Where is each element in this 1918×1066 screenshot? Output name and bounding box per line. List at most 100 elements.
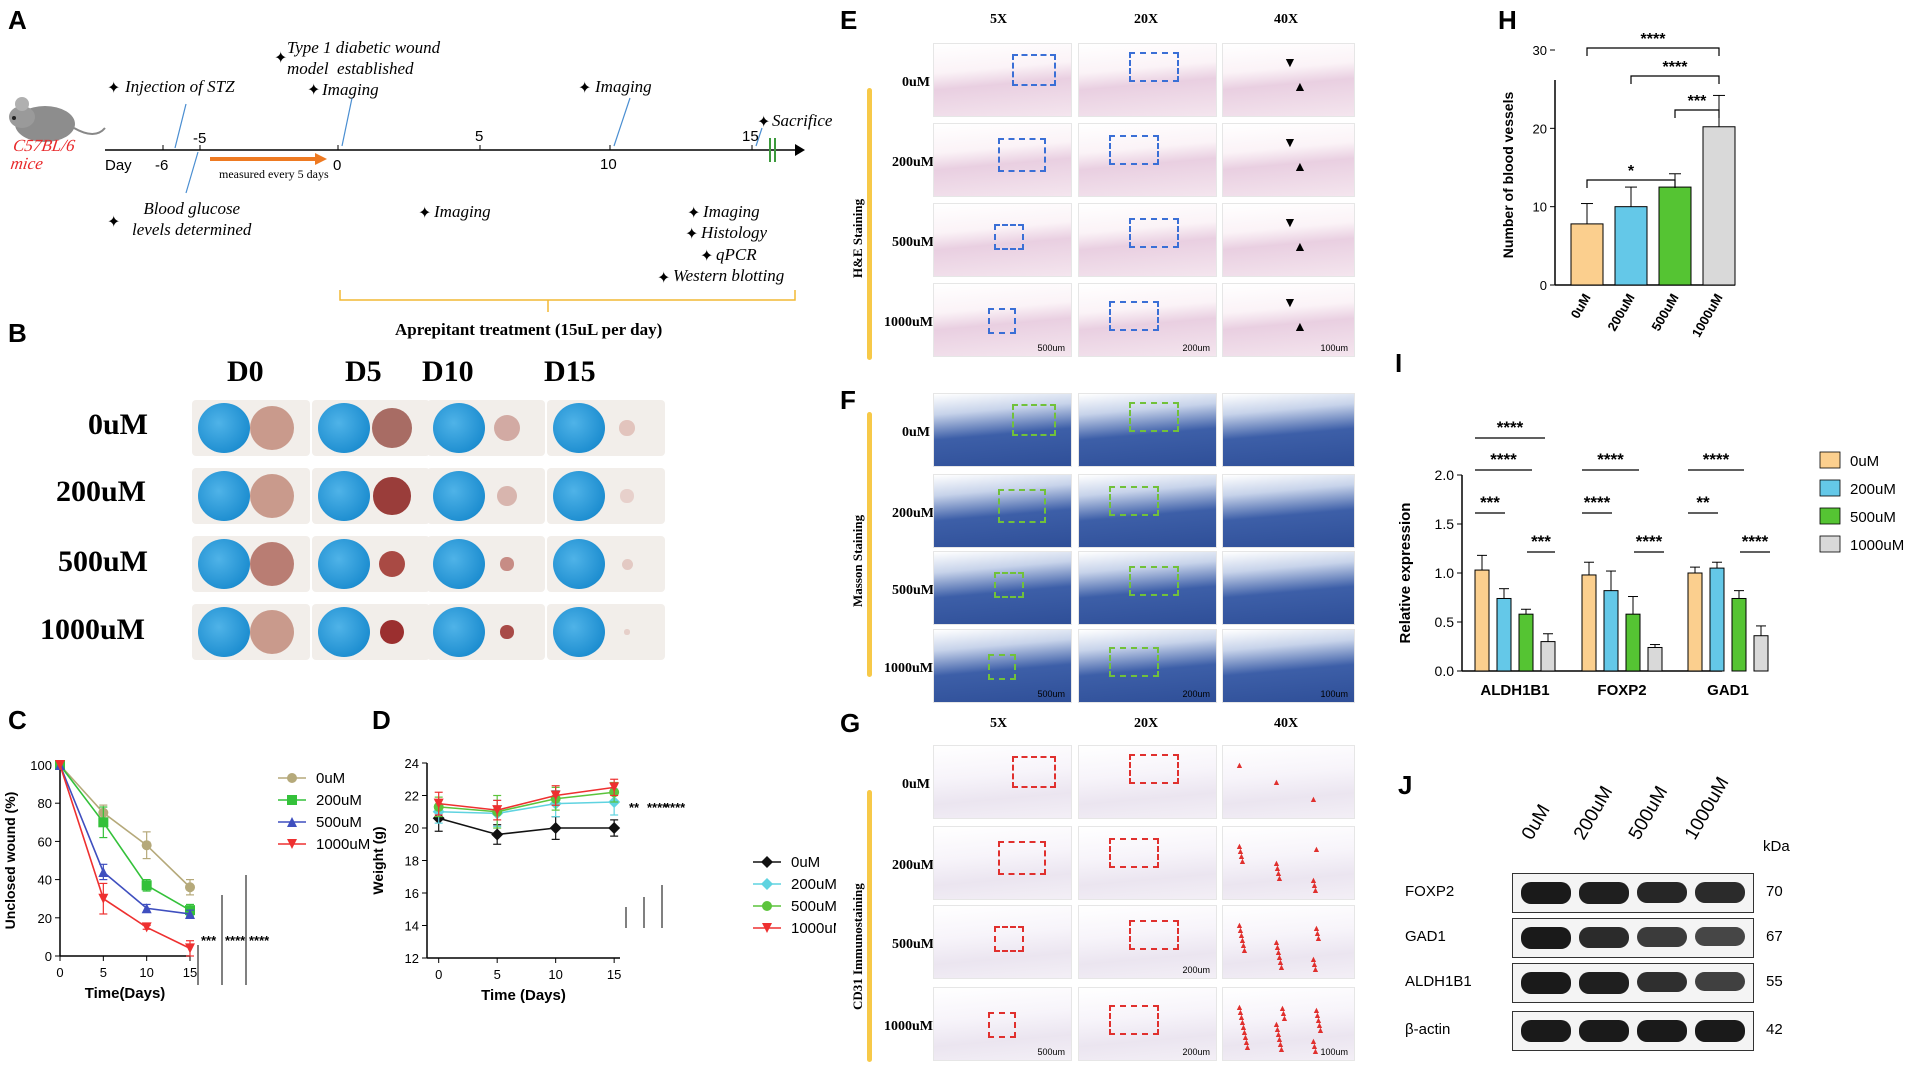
- blot-lane-label: 500uM: [1624, 782, 1673, 844]
- significance-bracket: [1630, 75, 1720, 84]
- cd31-staining-label: CD31 Immunostaining: [850, 883, 865, 1010]
- x-axis-label: Time (Days): [481, 987, 566, 1004]
- blot-band: [1695, 882, 1745, 903]
- photo-col-d0: D0: [227, 355, 264, 388]
- blot-band: [1637, 927, 1687, 947]
- photo-col-d10: D10: [422, 355, 474, 388]
- series-line: [438, 786, 615, 811]
- legend-marker: [287, 773, 297, 783]
- histology-image: [933, 745, 1072, 819]
- cd31-arrowhead-icon: ▲: [1310, 1041, 1319, 1051]
- y-tick-label: 0: [45, 949, 52, 964]
- x-tick-label: 10: [139, 965, 153, 980]
- blot-strip: [1512, 963, 1754, 1003]
- significance-bracket: [1674, 109, 1720, 118]
- bar: [1658, 186, 1692, 286]
- significance-stars: ***: [201, 933, 217, 948]
- masson-staining-label: Masson Staining: [850, 514, 865, 607]
- significance-stars: ***: [1531, 532, 1551, 551]
- panel-label-e: E: [840, 5, 858, 35]
- plus-icon: ✦: [657, 270, 671, 287]
- wound-area: [624, 629, 630, 635]
- wound-area: [372, 408, 412, 448]
- histology-image: [1078, 551, 1217, 625]
- silicone-splint: [318, 539, 370, 589]
- y-tick-label: 0: [1540, 278, 1547, 293]
- cd31-arrowhead-icon: ▲: [1312, 844, 1321, 854]
- bar: [1496, 597, 1512, 672]
- scale-bar-label: 500um: [1037, 689, 1065, 699]
- panel-label-j: J: [1398, 770, 1413, 800]
- tick-label: -5: [193, 130, 207, 147]
- wound-photo: [547, 468, 665, 524]
- wound-area: [250, 610, 294, 654]
- cd31-arrowhead-icon: ▲: [1273, 1024, 1282, 1034]
- cd31-arrowhead-icon: ▲: [1316, 1025, 1325, 1035]
- yellow-bar-e: [867, 88, 872, 360]
- series-line: [438, 817, 615, 836]
- y-tick-label: 2.0: [1435, 467, 1455, 483]
- bar: [1570, 223, 1604, 286]
- wound-area: [619, 420, 635, 436]
- y-tick-label: 10: [1533, 200, 1547, 215]
- y-tick-label: 80: [38, 796, 52, 811]
- magnification-label: 20X: [1134, 716, 1159, 731]
- cd31-arrowhead-icon: ▲: [1237, 930, 1246, 940]
- y-tick-label: 0.0: [1435, 663, 1455, 679]
- x-tick-label: 500uM: [1648, 291, 1681, 334]
- cd31-arrowhead-icon: ▲: [1274, 868, 1283, 878]
- data-point: [609, 782, 620, 793]
- bar: [1540, 641, 1556, 672]
- roi-box: [1129, 52, 1179, 82]
- cd31-arrowhead-icon: ▲: [1278, 1003, 1287, 1013]
- blot-band: [1579, 882, 1629, 904]
- mouse-icon: [9, 97, 106, 142]
- data-point: [433, 798, 444, 809]
- cd31-arrowhead-icon: ▲: [1272, 1019, 1281, 1029]
- significance-stars: *: [1628, 163, 1635, 180]
- y-tick-label: 12: [405, 951, 419, 966]
- bar: [1581, 574, 1597, 672]
- legend-label: 200uM: [1850, 481, 1896, 498]
- silicone-splint: [553, 607, 605, 657]
- photo-col-d5: D5: [345, 355, 382, 388]
- cd31-arrowhead-icon: ▲: [1314, 1015, 1323, 1025]
- cd31-arrowhead-icon: ▲: [1272, 777, 1281, 787]
- wound-photo: [192, 468, 310, 524]
- cd31-arrowhead-icon: ▲: [1241, 1032, 1250, 1042]
- scale-bar-label: 200um: [1182, 1047, 1210, 1057]
- event-model-established: Type 1 diabetic wound model established: [287, 38, 441, 78]
- cd31-arrowhead-icon: ▲: [1235, 1002, 1244, 1012]
- roi-box: [998, 841, 1046, 875]
- y-tick-label: 20: [38, 911, 52, 926]
- cd31-arrowhead-icon: ▲: [1274, 947, 1283, 957]
- legend-label: 500uM: [791, 898, 836, 915]
- kda-value: 55: [1766, 973, 1783, 990]
- x-tick-label: 0: [56, 965, 63, 980]
- kda-header: kDa: [1763, 838, 1790, 855]
- legend-swatch: [1819, 451, 1841, 469]
- legend-marker: [287, 795, 297, 805]
- histology-image: 500um: [933, 283, 1072, 357]
- x-tick-label: 200uM: [1604, 291, 1637, 334]
- arrowhead-icon: ▲: [1293, 158, 1307, 174]
- cd31-arrowhead-icon: ▲: [1314, 933, 1323, 943]
- series-line: [59, 764, 191, 950]
- scale-bar-label: 100um: [1320, 343, 1348, 353]
- wound-photo: [427, 536, 545, 592]
- panel-label-g: G: [840, 708, 861, 738]
- histology-row-label: 0uM: [902, 777, 930, 792]
- roi-box: [1012, 54, 1056, 86]
- silicone-splint: [433, 471, 485, 521]
- treatment-label: Aprepitant treatment (15uL per day): [395, 320, 663, 339]
- cd31-arrowhead-icon: ▲: [1236, 1007, 1245, 1017]
- cd31-arrowhead-icon: ▲: [1309, 954, 1318, 964]
- significance-stars: ***: [1688, 93, 1707, 110]
- histology-image: [933, 123, 1072, 197]
- significance-stars: **: [1696, 493, 1710, 512]
- cd31-arrowhead-icon: ▲: [1279, 1008, 1288, 1018]
- y-tick-label: 1.5: [1435, 516, 1455, 532]
- panel-label-d: D: [372, 705, 391, 735]
- wound-area: [493, 414, 521, 442]
- panel-label-f: F: [840, 385, 856, 415]
